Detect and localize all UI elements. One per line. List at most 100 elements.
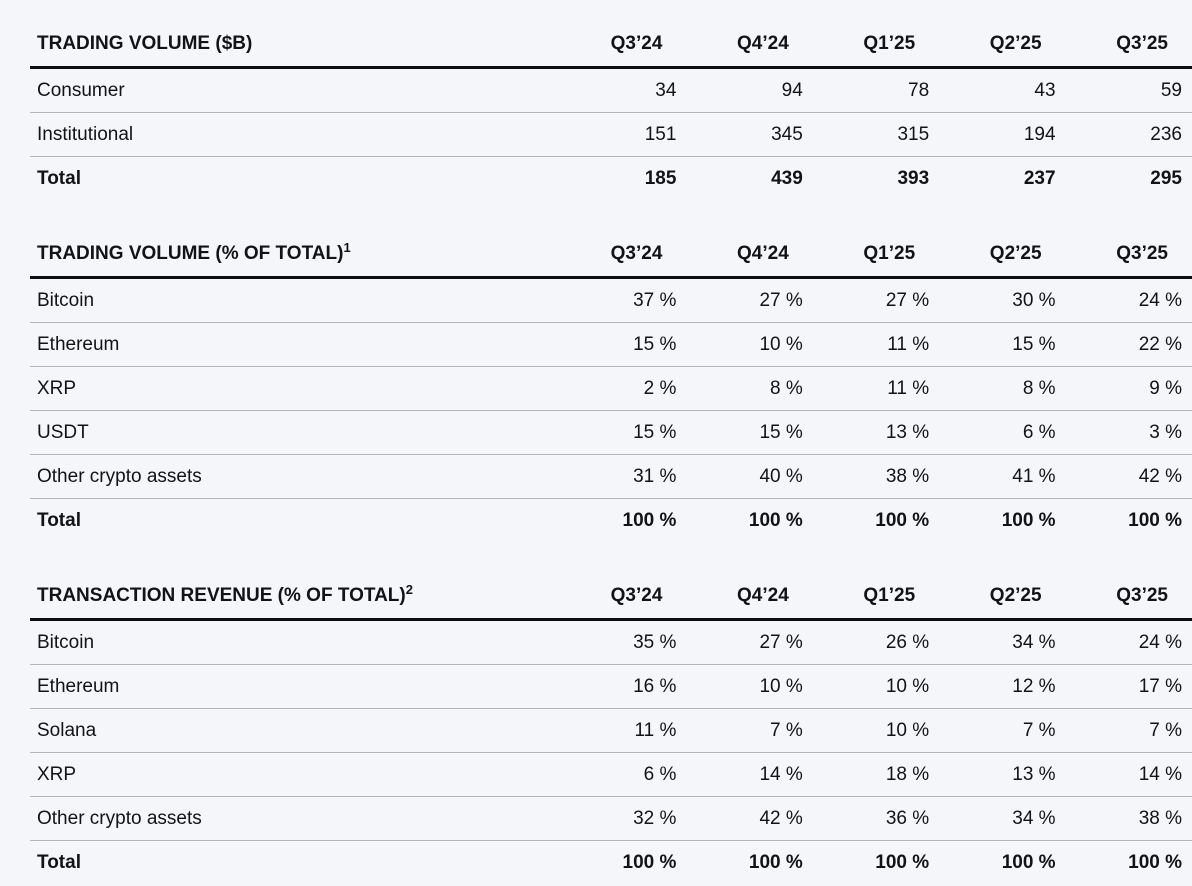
column-header-q3-24: Q3’24 xyxy=(610,243,663,264)
header-row: TRADING VOLUME ($B) Q3’24 Q4’24 Q1’25 Q2’25 Q… xyxy=(30,30,1192,68)
row-label: Institutional xyxy=(37,124,134,145)
column-header-q2-25: Q2’25 xyxy=(989,33,1042,54)
cell-value: 100 % xyxy=(1001,852,1056,873)
column-header-q4-24: Q4’24 xyxy=(737,33,789,54)
cell-value: 59 xyxy=(1160,80,1182,101)
cell-value: 42 % xyxy=(1138,466,1182,487)
cell-value: 439 xyxy=(771,168,803,189)
cell-value: 31 % xyxy=(633,466,677,487)
cell-value: 42 % xyxy=(759,808,803,829)
cell-value: 18 % xyxy=(885,764,930,785)
cell-value: 100 % xyxy=(622,510,677,531)
cell-value: 11 % xyxy=(634,720,677,741)
cell-value: 10 % xyxy=(885,676,930,697)
row-label: Total xyxy=(37,168,81,189)
column-header-q2-25: Q2’25 xyxy=(989,243,1042,264)
cell-value: 10 % xyxy=(759,676,803,697)
section-title: TRADING VOLUME (% OF TOTAL)1 xyxy=(30,240,560,278)
table-row-bitcoin: Bitcoin 37 % 27 % 27 % 30 % 24 % xyxy=(30,278,1192,323)
cell-value: 6 % xyxy=(1022,422,1056,443)
cell-value: 30 % xyxy=(1012,290,1056,311)
table-row-bitcoin: Bitcoin 35 % 27 % 26 % 34 % 24 % xyxy=(30,620,1192,665)
header-row: TRANSACTION REVENUE (% OF TOTAL)2 Q3’24 Q4… xyxy=(30,582,1192,620)
cell-value: 236 xyxy=(1150,124,1182,145)
row-label: Ethereum xyxy=(37,334,120,355)
table-row-solana: Solana 11 % 7 % 10 % 7 % 7 % xyxy=(30,709,1192,753)
footnote-marker: 2 xyxy=(405,582,413,597)
cell-value: 16 % xyxy=(633,676,677,697)
row-label: Solana xyxy=(37,720,97,741)
cell-value: 11 % xyxy=(887,334,930,355)
cell-value: 10 % xyxy=(759,334,803,355)
cell-value: 32 % xyxy=(633,808,677,829)
cell-value: 194 xyxy=(1023,124,1056,145)
cell-value: 14 % xyxy=(1138,764,1182,785)
cell-value: 100 % xyxy=(1128,852,1182,873)
table-row-ethereum: Ethereum 15 % 10 % 11 % 15 % 22 % xyxy=(30,323,1192,367)
table-row-total: Total 100 % 100 % 100 % 100 % 100 % xyxy=(30,841,1192,885)
cell-value: 2 % xyxy=(643,378,677,399)
cell-value: 43 xyxy=(1034,80,1056,101)
table-row-xrp: XRP 2 % 8 % 11 % 8 % 9 % xyxy=(30,367,1192,411)
column-header-q4-24: Q4’24 xyxy=(737,585,789,606)
table-row-other-crypto-assets: Other crypto assets 31 % 40 % 38 % 41 % 42 % xyxy=(30,455,1192,499)
column-header-q3-25: Q3’25 xyxy=(1116,243,1168,264)
row-label: Ethereum xyxy=(37,676,120,697)
cell-value: 185 xyxy=(644,168,677,189)
column-header-q1-25: Q1’25 xyxy=(863,585,916,606)
section-title-text: TRANSACTION REVENUE (% OF TOTAL) xyxy=(37,585,406,606)
table-row-ethereum: Ethereum 16 % 10 % 10 % 12 % 17 % xyxy=(30,665,1192,709)
column-header-q2-25: Q2’25 xyxy=(989,585,1042,606)
cell-value: 100 % xyxy=(748,510,803,531)
table-row-xrp: XRP 6 % 14 % 18 % 13 % 14 % xyxy=(30,753,1192,797)
section-title: TRADING VOLUME ($B) xyxy=(30,30,560,68)
cell-value: 100 % xyxy=(875,510,930,531)
column-header-q3-24: Q3’24 xyxy=(610,33,663,54)
column-header-q1-25: Q1’25 xyxy=(863,33,916,54)
cell-value: 100 % xyxy=(1128,510,1182,531)
cell-value: 12 % xyxy=(1012,676,1056,697)
cell-value: 151 xyxy=(644,124,677,145)
section-title-text: TRADING VOLUME (% OF TOTAL) xyxy=(37,243,344,264)
cell-value: 36 % xyxy=(885,808,930,829)
cell-value: 24 % xyxy=(1138,290,1182,311)
column-header-q1-25: Q1’25 xyxy=(863,243,916,264)
table-row-institutional: Institutional 151 345 315 194 236 xyxy=(30,113,1192,157)
cell-value: 6 % xyxy=(643,764,677,785)
cell-value: 15 % xyxy=(759,422,803,443)
table-row-consumer: Consumer 34 94 78 43 59 xyxy=(30,68,1192,113)
cell-value: 17 % xyxy=(1138,676,1182,697)
table-row-total: Total 100 % 100 % 100 % 100 % 100 % xyxy=(30,499,1192,543)
cell-value: 345 xyxy=(771,124,803,145)
table-trading-volume-b: TRADING VOLUME ($B) Q3’24 Q4’24 Q1’25 Q2’25 Q… xyxy=(30,30,1192,200)
cell-value: 15 % xyxy=(633,334,677,355)
row-label: Consumer xyxy=(37,80,125,101)
cell-value: 38 % xyxy=(885,466,930,487)
table-row-usdt: USDT 15 % 15 % 13 % 6 % 3 % xyxy=(30,411,1192,455)
cell-value: 9 % xyxy=(1149,378,1182,399)
cell-value: 393 xyxy=(897,168,930,189)
table-transaction-revenue-of-total: TRANSACTION REVENUE (% OF TOTAL)2 Q3’24 Q4… xyxy=(30,582,1192,884)
cell-value: 15 % xyxy=(1012,334,1056,355)
cell-value: 27 % xyxy=(759,632,803,653)
cell-value: 315 xyxy=(897,124,930,145)
cell-value: 13 % xyxy=(885,422,930,443)
cell-value: 37 % xyxy=(633,290,677,311)
cell-value: 100 % xyxy=(1001,510,1056,531)
cell-value: 27 % xyxy=(759,290,803,311)
cell-value: 34 xyxy=(655,80,677,101)
cell-value: 7 % xyxy=(770,720,803,741)
footnote-marker: 1 xyxy=(343,240,351,255)
row-label: Total xyxy=(37,510,81,531)
cell-value: 295 xyxy=(1150,168,1182,189)
cell-value: 8 % xyxy=(770,378,803,399)
row-label: XRP xyxy=(37,378,77,399)
row-label: Bitcoin xyxy=(37,632,95,653)
column-header-q3-25: Q3’25 xyxy=(1116,33,1168,54)
cell-value: 100 % xyxy=(748,852,803,873)
cell-value: 13 % xyxy=(1012,764,1056,785)
section-title-text: TRADING VOLUME ($B) xyxy=(37,33,253,54)
table-trading-volume-of-total: TRADING VOLUME (% OF TOTAL)1 Q3’24 Q4’24 Q1… xyxy=(30,240,1192,542)
cell-value: 26 % xyxy=(885,632,930,653)
cell-value: 3 % xyxy=(1149,422,1182,443)
